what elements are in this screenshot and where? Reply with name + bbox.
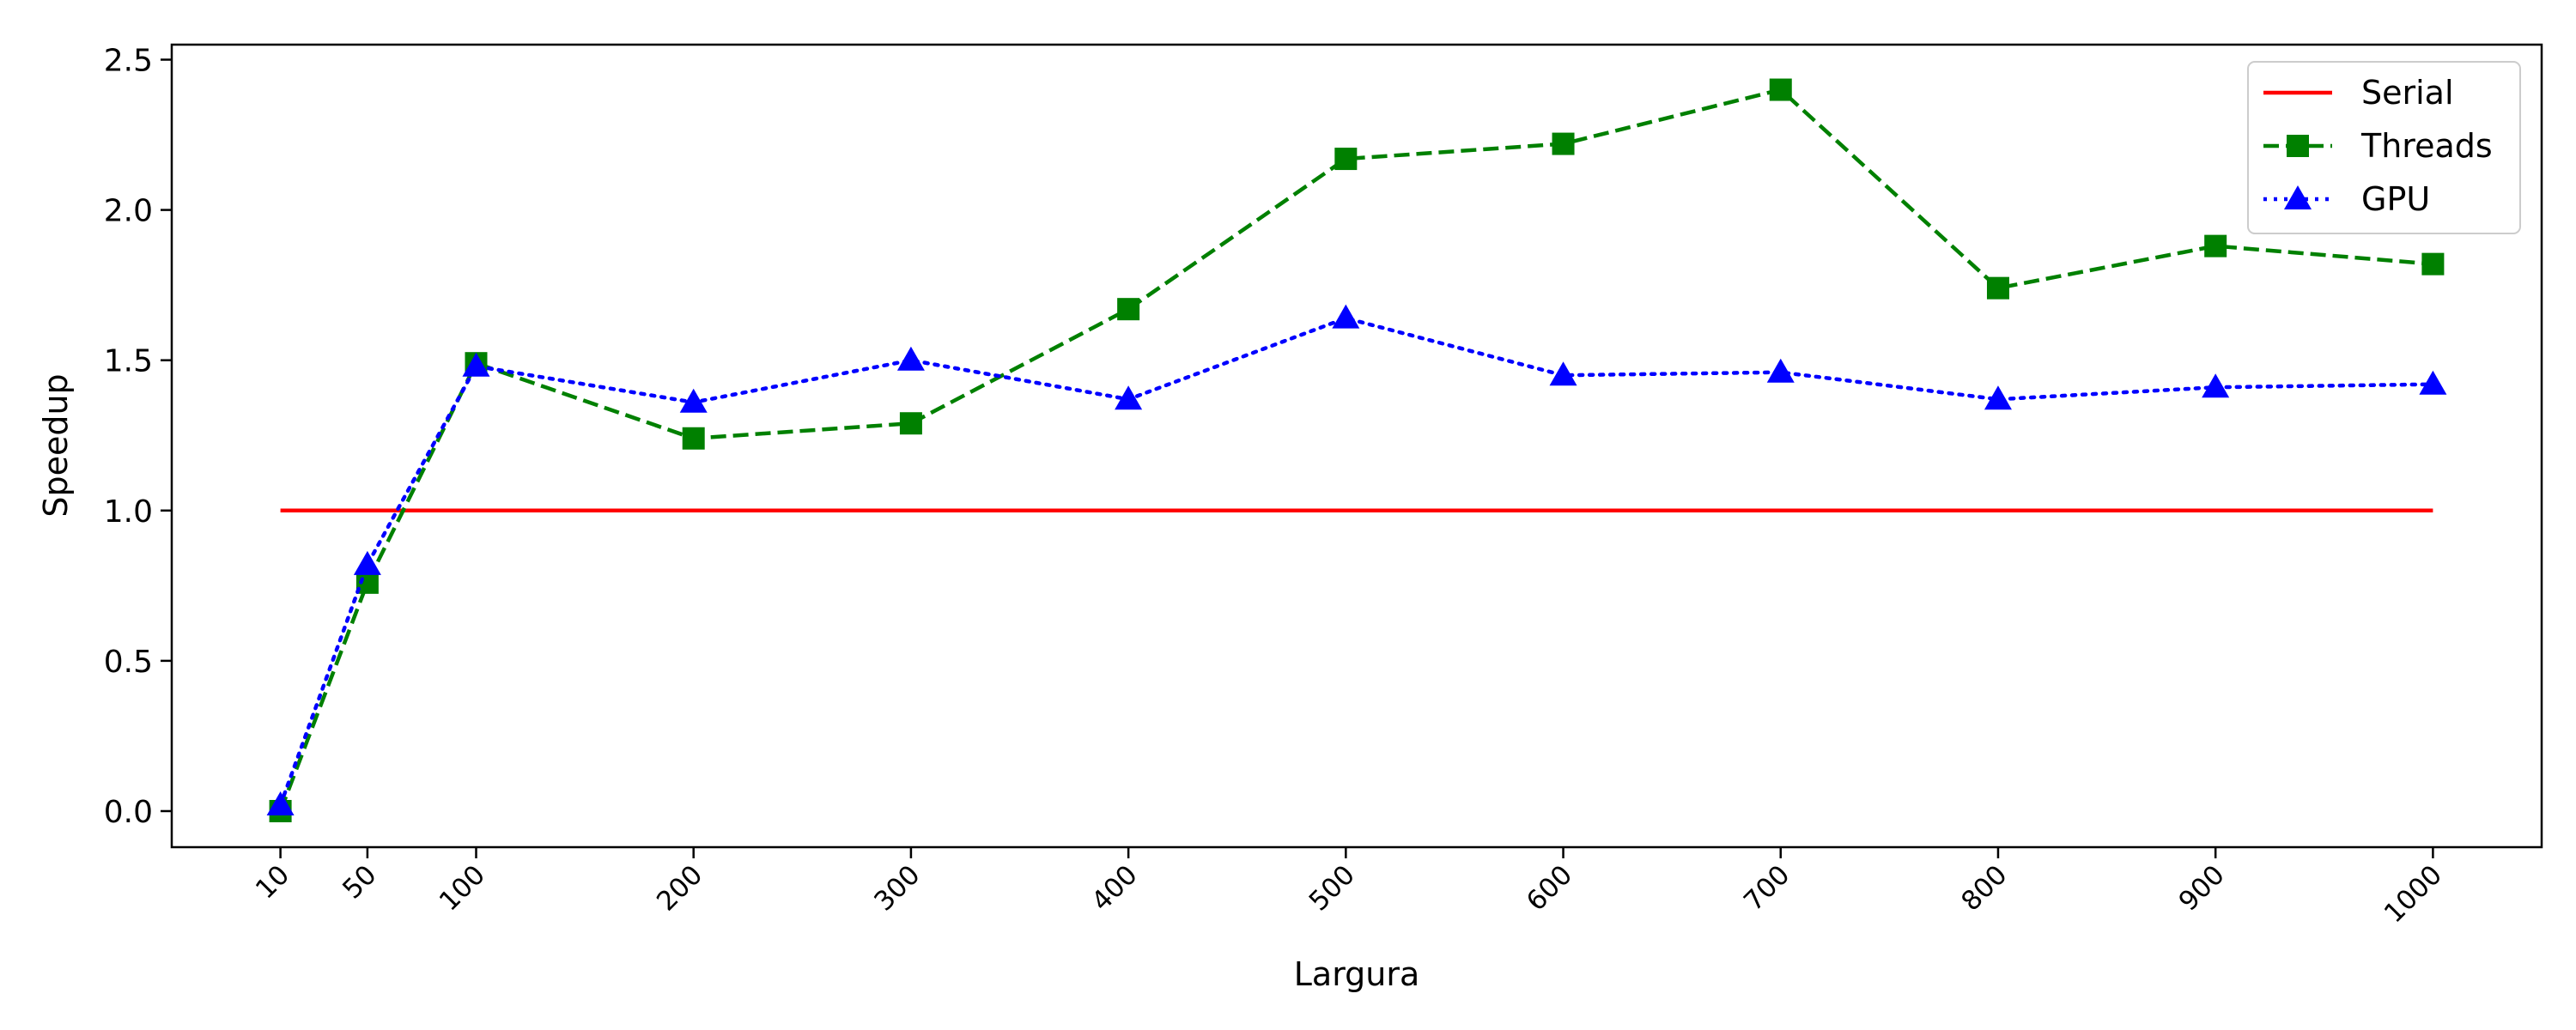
x-tick-label: 50 <box>337 859 382 905</box>
data-point-threads <box>1117 298 1140 321</box>
x-tick-label: 500 <box>1303 859 1361 917</box>
data-point-gpu <box>896 346 925 371</box>
data-point-gpu <box>679 388 708 413</box>
x-tick-label: 200 <box>651 859 708 917</box>
y-tick-label: 0.0 <box>104 795 153 830</box>
data-point-gpu <box>1115 385 1143 410</box>
legend-marker-gpu <box>2284 185 2312 209</box>
y-tick-label: 2.0 <box>104 194 153 229</box>
series-layer <box>266 78 2447 822</box>
data-point-threads <box>2421 252 2445 276</box>
data-point-threads <box>1769 78 1792 101</box>
x-tick-label: 800 <box>1955 859 2013 917</box>
y-tick-label: 1.5 <box>104 344 153 379</box>
x-tick-label: 1000 <box>2379 859 2448 929</box>
y-axis-label: Speedup <box>37 373 75 517</box>
x-axis-ticks: 10 50 100 200 300 400 500 600 700 800 900 1000 <box>250 847 2448 929</box>
legend-marker-threads <box>2287 135 2309 157</box>
x-tick-label: 100 <box>434 859 491 917</box>
x-tick-label: 300 <box>868 859 926 917</box>
data-point-gpu <box>1332 304 1360 329</box>
data-point-gpu <box>353 550 381 575</box>
data-point-gpu <box>2419 370 2447 395</box>
legend-label-gpu: GPU <box>2361 180 2430 218</box>
y-tick-label: 1.0 <box>104 494 153 530</box>
data-point-gpu <box>266 791 295 815</box>
plot-area <box>170 43 2543 849</box>
data-point-threads <box>1552 132 1575 155</box>
data-point-gpu <box>1766 358 1795 383</box>
data-point-gpu <box>2202 373 2230 398</box>
series-gpu <box>266 304 2447 815</box>
y-tick-label: 2.5 <box>104 44 153 79</box>
x-tick-label: 700 <box>1738 859 1795 917</box>
x-tick-label: 10 <box>250 859 295 905</box>
y-tick-label: 0.5 <box>104 645 153 680</box>
data-point-threads <box>1334 148 1358 171</box>
x-tick-label: 600 <box>1521 859 1578 917</box>
data-point-threads <box>899 412 922 435</box>
data-point-threads <box>1986 276 2009 300</box>
legend-label-threads: Threads <box>2360 127 2493 165</box>
data-point-threads <box>2204 234 2227 258</box>
data-point-threads <box>682 427 705 450</box>
series-line-gpu <box>278 316 2435 808</box>
y-axis-ticks: 0.0 0.5 1.0 1.5 2.0 2.5 <box>104 44 172 830</box>
x-tick-label: 400 <box>1085 859 1143 917</box>
legend-label-serial: Serial <box>2361 74 2454 112</box>
data-point-gpu <box>1984 385 2012 410</box>
legend: Serial Threads GPU <box>2247 61 2521 234</box>
x-axis-label: Largura <box>1294 955 1420 993</box>
data-point-gpu <box>462 352 490 377</box>
legend-box <box>2247 61 2521 234</box>
data-point-gpu <box>1549 361 1577 386</box>
x-tick-label: 900 <box>2173 859 2231 917</box>
